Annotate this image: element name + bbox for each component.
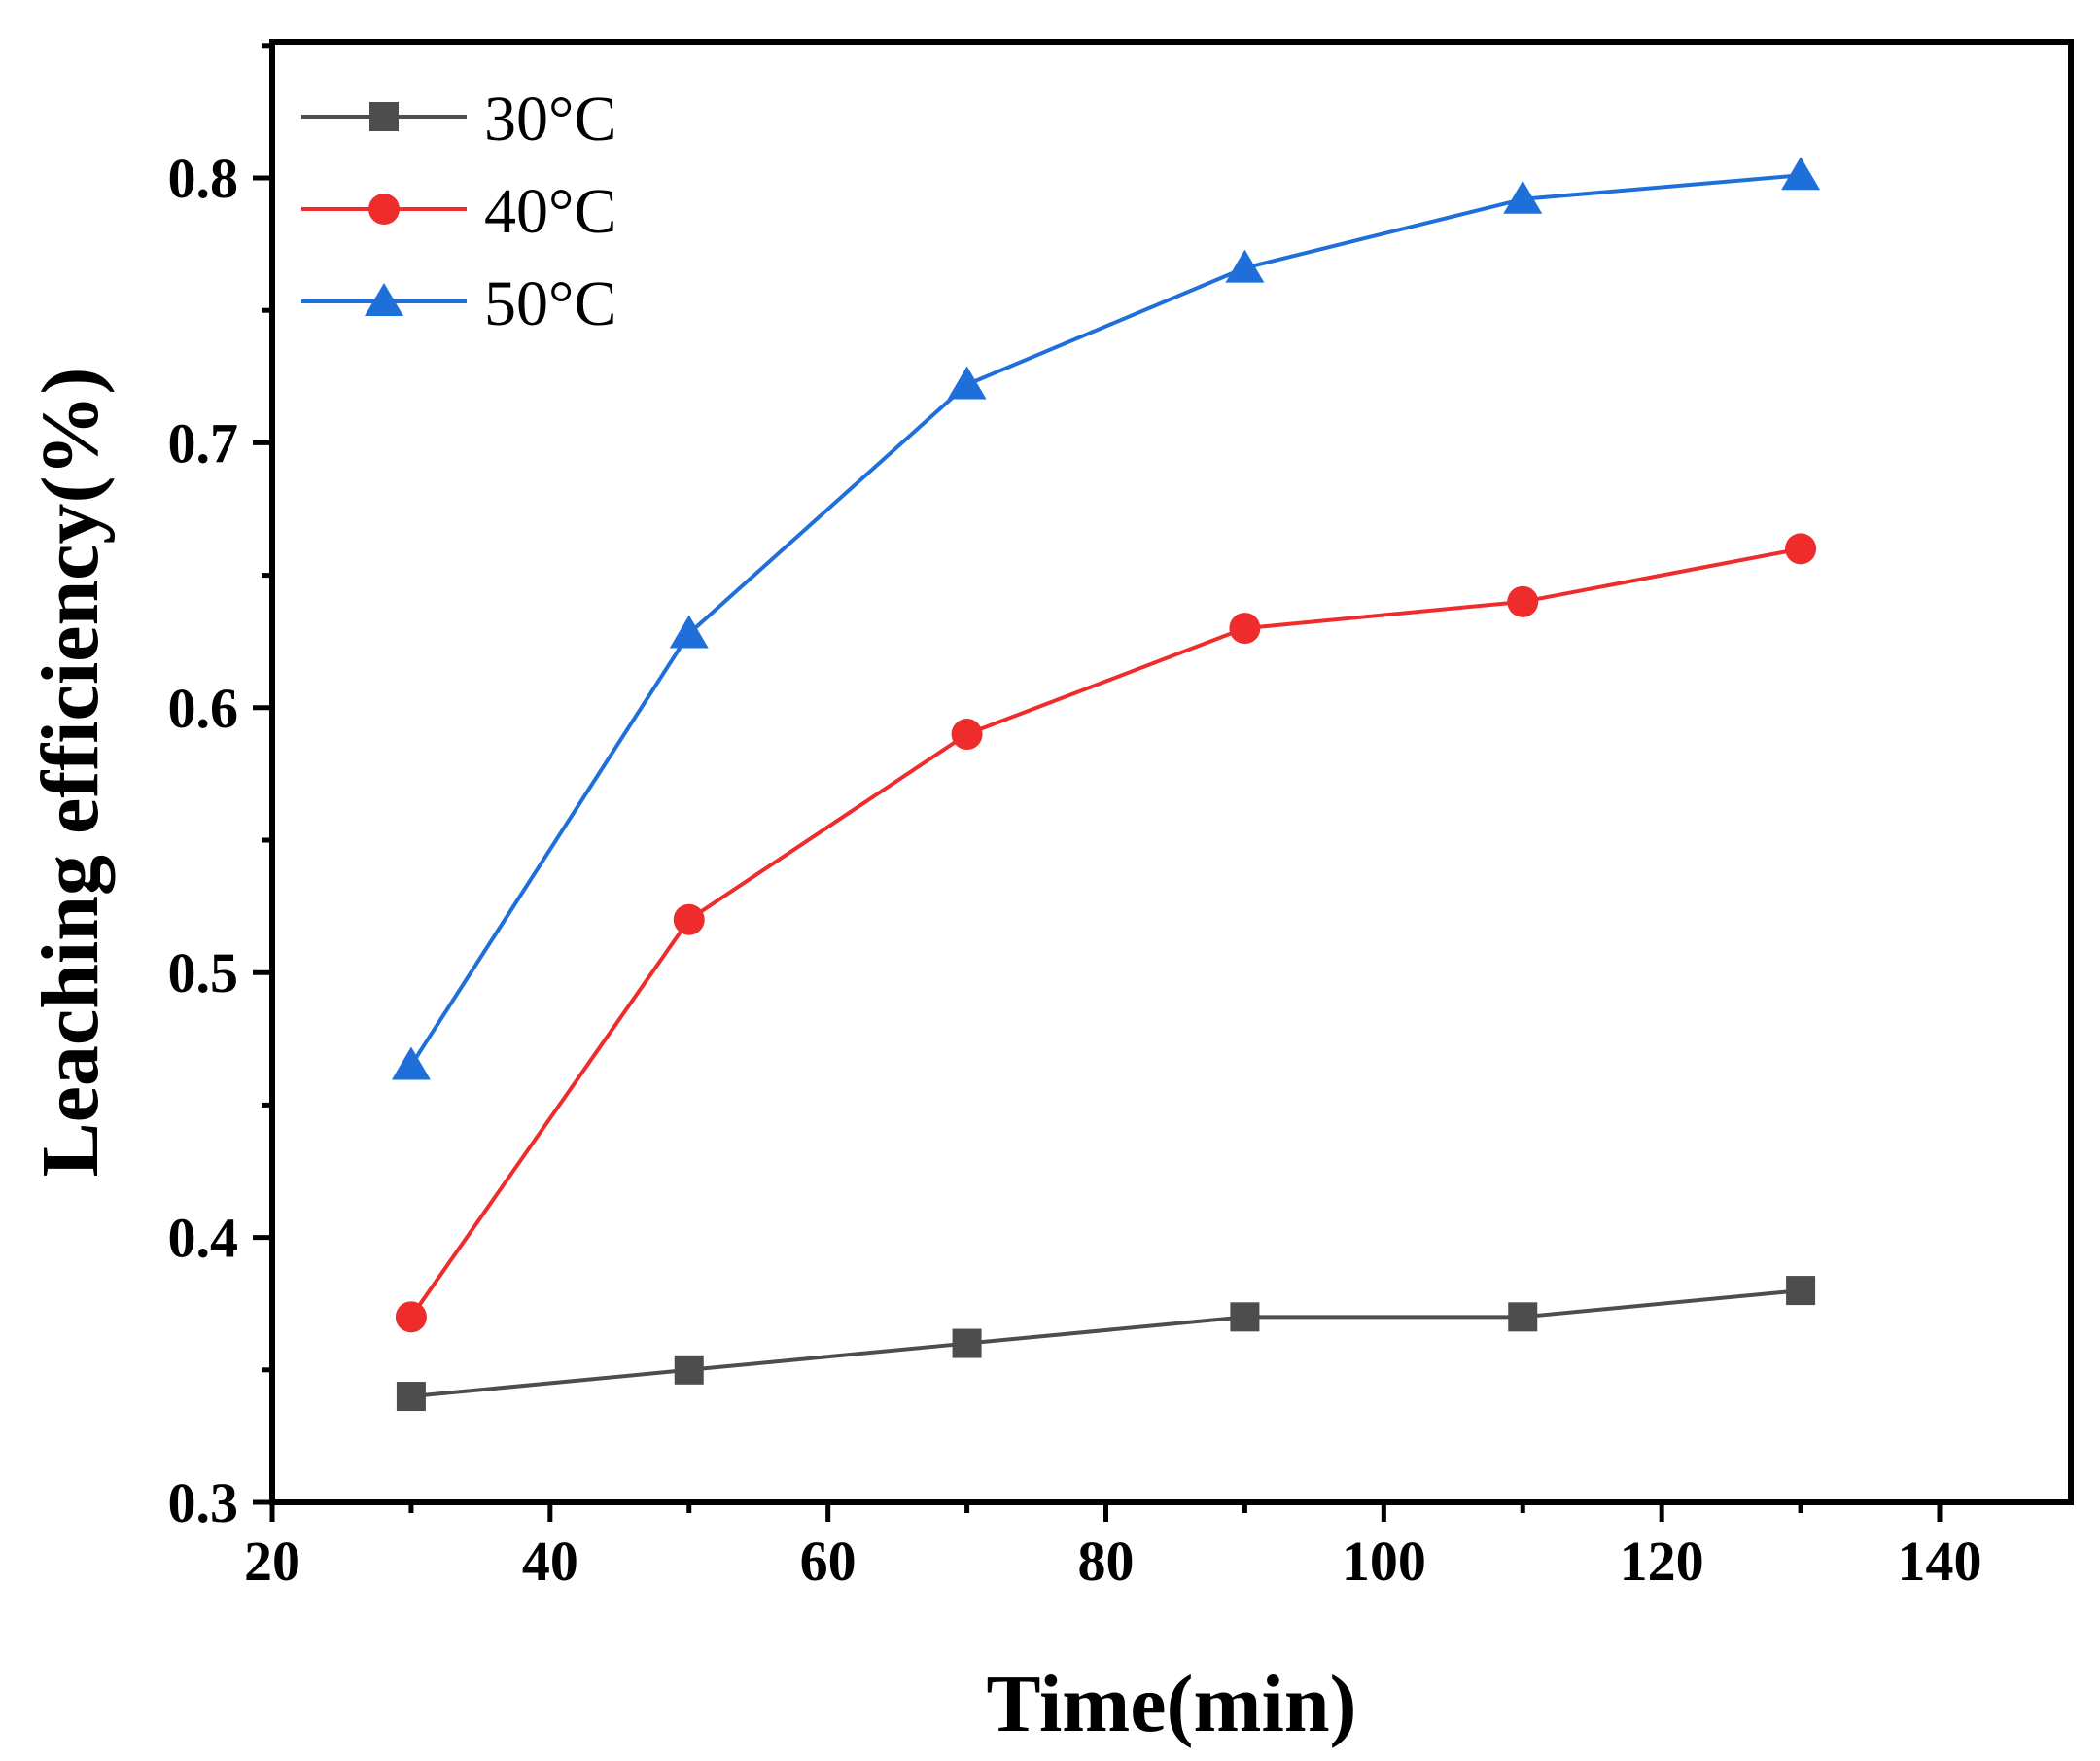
data-point [1503, 180, 1543, 214]
y-tick-label: 0.5 [168, 941, 239, 1004]
series-line [409, 546, 1802, 1319]
series-line [410, 1288, 1802, 1399]
legend-marker [365, 283, 403, 316]
data-point [1785, 533, 1817, 565]
x-tick-label: 60 [800, 1530, 857, 1593]
data-point [1230, 1302, 1260, 1332]
axis-ticks: 20 40 60 80 100 120 140 0.3 0.4 0.5 0.6 0.7 0.8 [168, 43, 1982, 1593]
y-tick-label: 0.3 [168, 1471, 239, 1534]
data-point [674, 1355, 704, 1385]
legend-label: 30°C [484, 84, 616, 155]
data-point [947, 366, 987, 400]
legend-label: 50°C [484, 268, 616, 339]
data-point [395, 1301, 427, 1333]
x-tick-label: 140 [1898, 1530, 1982, 1593]
data-point [1786, 1276, 1816, 1306]
series-line [409, 173, 1802, 1067]
legend-marker [368, 194, 400, 225]
y-tick-label: 0.7 [168, 411, 239, 475]
series-group [391, 157, 1821, 1412]
data-point [669, 615, 709, 649]
y-tick-label: 0.4 [168, 1207, 239, 1270]
y-tick-label: 0.6 [168, 677, 239, 740]
x-tick-label: 40 [522, 1530, 578, 1593]
data-point [952, 1328, 982, 1358]
legend: 30°C 40°C 50°C [301, 84, 616, 339]
legend-marker [369, 102, 399, 131]
legend-label: 40°C [484, 176, 616, 247]
data-point [1225, 249, 1265, 283]
y-axis-label: Leaching efficiency(%) [25, 368, 116, 1178]
data-point [1508, 1302, 1538, 1332]
data-point [1229, 613, 1261, 645]
data-point [951, 719, 983, 751]
x-tick-label: 80 [1078, 1530, 1135, 1593]
data-point [673, 903, 705, 935]
x-tick-label: 20 [244, 1530, 300, 1593]
x-axis-label: Time(min) [986, 1659, 1356, 1749]
data-point [391, 1046, 431, 1080]
data-point [1507, 585, 1539, 617]
data-point [1781, 157, 1821, 191]
plot-frame [269, 39, 2074, 1505]
data-point [396, 1382, 426, 1412]
x-tick-label: 120 [1620, 1530, 1704, 1593]
x-tick-label: 100 [1342, 1530, 1426, 1593]
y-tick-label: 0.8 [168, 147, 239, 210]
